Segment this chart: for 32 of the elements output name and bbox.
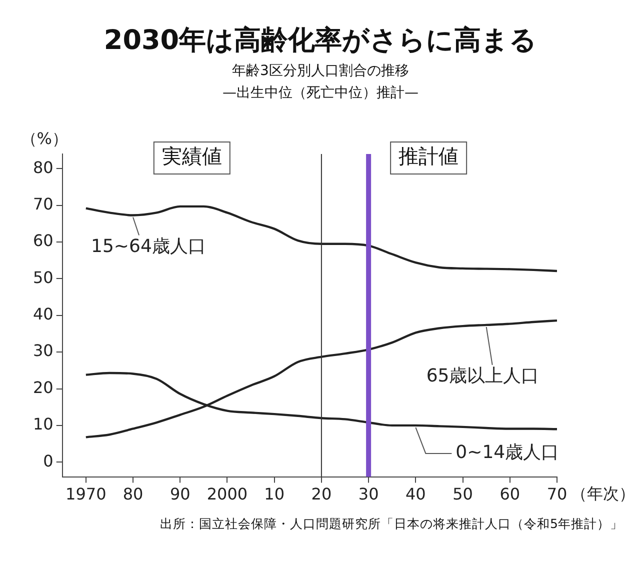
x-tick-label: 70 <box>546 484 568 504</box>
x-tick-label: 20 <box>311 484 332 504</box>
x-tick-label: 30 <box>358 484 379 504</box>
series-label: 0~14歳人口 <box>456 442 560 464</box>
line-series <box>84 319 557 438</box>
x-tick-label: 40 <box>405 484 426 504</box>
line-series <box>84 205 557 272</box>
annotation: 推計値 <box>398 144 459 168</box>
x-tick-label: 2000 <box>206 484 248 504</box>
series-label: 15~64歳人口 <box>91 236 206 257</box>
text: 出所：国立社会保障・人口問題研究所「日本の将来推計人口（令和5年推計）」 <box>159 516 624 533</box>
x-tick-label: 90 <box>170 484 190 504</box>
y-axis-title: （%） <box>20 129 68 148</box>
chart-subtitle: 年齢3区分別人口割合の推移 —出生中位（死亡中位）推計— <box>222 62 420 102</box>
y-tick-label: 30 <box>33 341 54 360</box>
annotation: 実績値 <box>162 144 222 168</box>
x-tick-label: 1970 <box>66 484 106 504</box>
y-tick-label: 10 <box>33 414 54 434</box>
y-tick-label: 20 <box>33 378 54 397</box>
x-tick-label: 10 <box>264 484 285 504</box>
y-tick-label: 80 <box>33 158 54 177</box>
y-tick-label: 0 <box>43 451 54 470</box>
series-label: 65歳以上人口 <box>426 366 540 387</box>
y-tick-label: 60 <box>33 231 54 250</box>
x-tick-label: 80 <box>122 484 144 504</box>
y-tick-label: 70 <box>33 194 54 214</box>
y-tick-label: 40 <box>33 304 54 324</box>
chart-title: 2030年は高齢化率がさらに高まる <box>102 24 538 58</box>
x-tick-label: 60 <box>500 484 520 504</box>
y-tick-label: 50 <box>33 268 54 287</box>
x-axis-title: （年次） <box>571 484 635 503</box>
x-tick-label: 50 <box>452 484 473 504</box>
